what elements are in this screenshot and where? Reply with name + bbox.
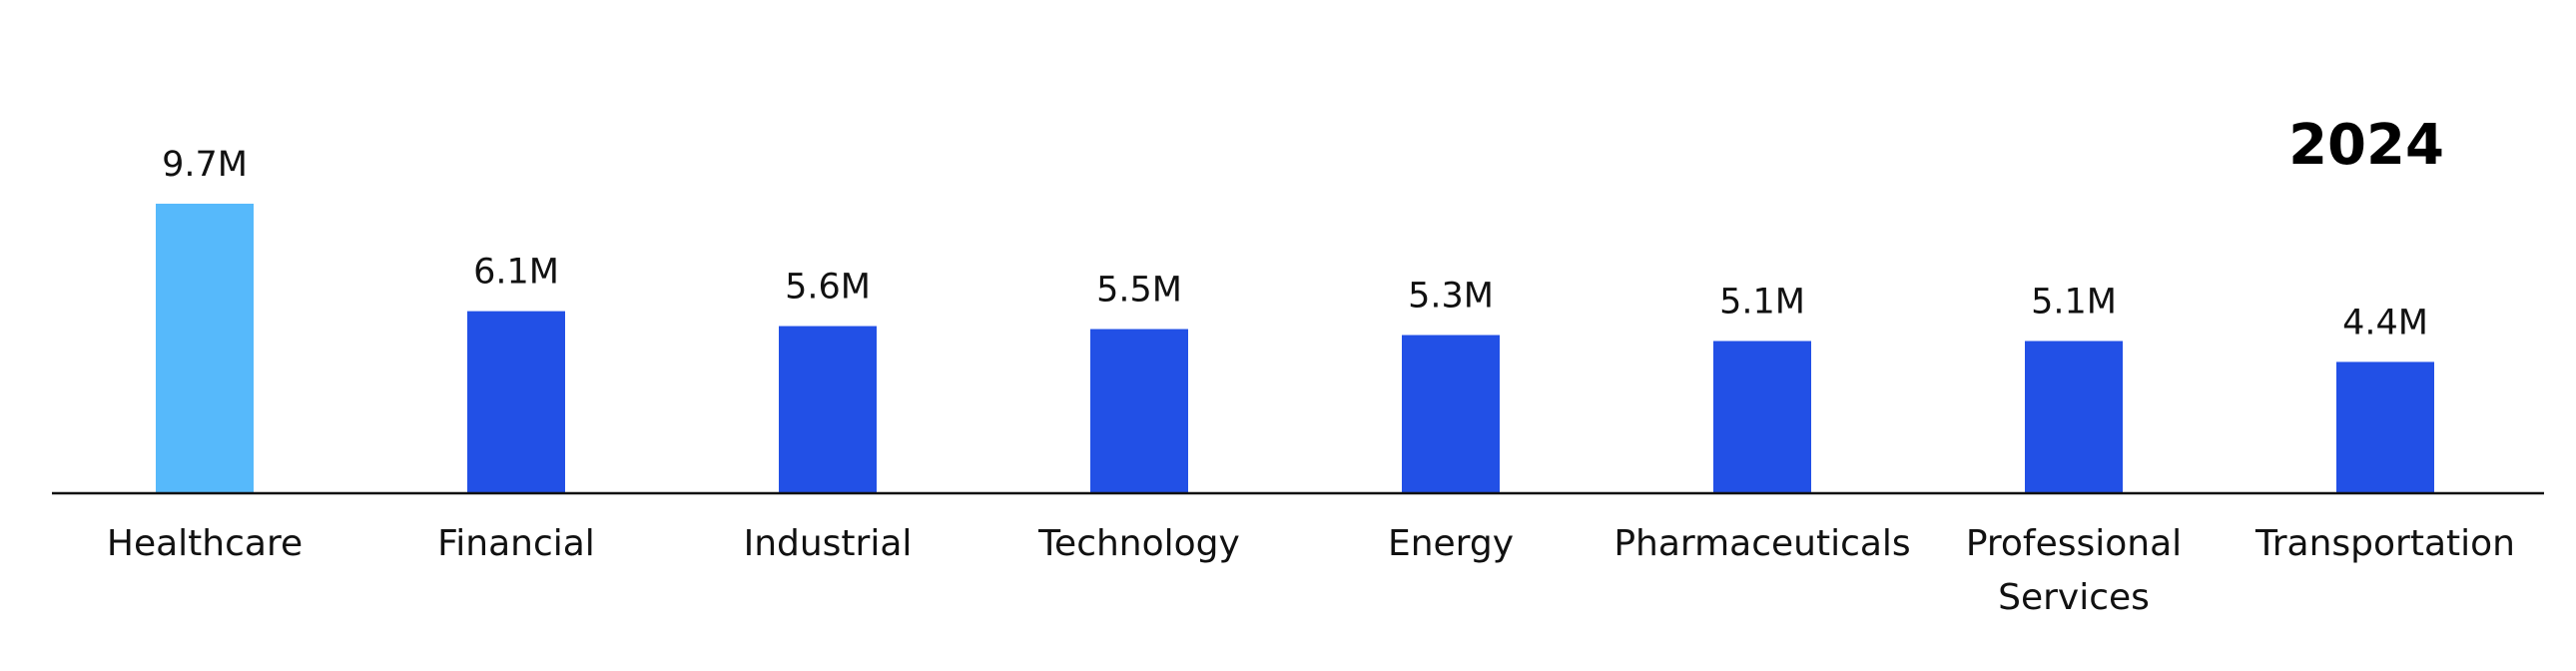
category-label-3: Technology [1037, 523, 1240, 564]
bar-3 [1090, 329, 1188, 493]
chart-title: 2024 [2288, 113, 2444, 178]
data-label-0: 9.7M [162, 145, 248, 185]
bars-group [156, 204, 2434, 493]
bar-6 [2025, 340, 2123, 493]
bar-4 [1402, 335, 1500, 493]
bar-5 [1713, 340, 1811, 493]
bar-2 [779, 326, 877, 493]
category-labels-group: Healthcare Financial Industrial Technology E… [107, 523, 2515, 618]
data-label-1: 6.1M [473, 253, 559, 293]
category-label-7: Transportation [2254, 523, 2515, 564]
data-label-2: 5.6M [785, 268, 871, 308]
bar-1 [467, 311, 565, 493]
category-label-1: Financial [437, 523, 595, 564]
data-label-4: 5.3M [1408, 277, 1494, 317]
category-label-5: Pharmaceuticals [1613, 523, 1910, 564]
data-label-7: 4.4M [2342, 303, 2428, 342]
bar-7 [2336, 361, 2434, 493]
data-label-3: 5.5M [1096, 271, 1182, 311]
category-label-4: Energy [1388, 523, 1514, 564]
category-label-0: Healthcare [107, 523, 303, 564]
data-label-6: 5.1M [2031, 283, 2117, 323]
bar-0 [156, 204, 254, 493]
category-label-6: Professional Services [1966, 523, 2182, 618]
data-label-5: 5.1M [1719, 283, 1805, 323]
category-label-2: Industrial [744, 523, 913, 564]
value-labels-group: 9.7M 6.1M 5.6M 5.5M 5.3M 5.1M 5.1M 4.4M [162, 145, 2428, 342]
